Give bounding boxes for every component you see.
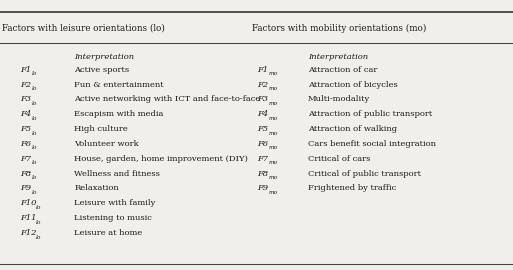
Text: Volunteer work: Volunteer work xyxy=(74,140,139,148)
Text: lo: lo xyxy=(36,235,41,239)
Text: Critical of cars: Critical of cars xyxy=(308,155,370,163)
Text: mo: mo xyxy=(269,101,278,106)
Text: mo: mo xyxy=(269,175,278,180)
Text: Cars benefit social integration: Cars benefit social integration xyxy=(308,140,436,148)
Text: lo: lo xyxy=(32,116,37,121)
Text: Multi-modality: Multi-modality xyxy=(308,95,370,103)
Text: lo: lo xyxy=(32,71,37,76)
Text: lo: lo xyxy=(32,146,37,150)
Text: Factors with leisure orientations (lo): Factors with leisure orientations (lo) xyxy=(2,24,165,33)
Text: Active sports: Active sports xyxy=(74,66,129,74)
Text: lo: lo xyxy=(32,86,37,91)
Text: mo: mo xyxy=(269,131,278,136)
Text: F6: F6 xyxy=(21,140,32,148)
Text: Active networking with ICT and face-to-face: Active networking with ICT and face-to-f… xyxy=(74,95,261,103)
Text: F11: F11 xyxy=(21,214,37,222)
Text: F5: F5 xyxy=(21,125,32,133)
Text: F7: F7 xyxy=(258,155,269,163)
Text: lo: lo xyxy=(36,220,41,225)
Text: Attraction of public transport: Attraction of public transport xyxy=(308,110,432,118)
Text: lo: lo xyxy=(32,160,37,165)
Text: lo: lo xyxy=(32,175,37,180)
Text: Frightened by traffic: Frightened by traffic xyxy=(308,184,396,193)
Text: lo: lo xyxy=(36,205,41,210)
Text: Interpretation: Interpretation xyxy=(308,53,368,61)
Text: F5: F5 xyxy=(258,125,269,133)
Text: Wellness and fitness: Wellness and fitness xyxy=(74,170,160,178)
Text: F1: F1 xyxy=(258,66,269,74)
Text: Relaxation: Relaxation xyxy=(74,184,119,193)
Text: F2: F2 xyxy=(21,80,32,89)
Text: F9: F9 xyxy=(258,184,269,193)
Text: F2: F2 xyxy=(258,80,269,89)
Text: Leisure at home: Leisure at home xyxy=(74,229,143,237)
Text: F4: F4 xyxy=(258,110,269,118)
Text: Escapism with media: Escapism with media xyxy=(74,110,164,118)
Text: House, garden, home improvement (DIY): House, garden, home improvement (DIY) xyxy=(74,155,248,163)
Text: mo: mo xyxy=(269,86,278,91)
Text: F7: F7 xyxy=(21,155,32,163)
Text: Attraction of bicycles: Attraction of bicycles xyxy=(308,80,398,89)
Text: mo: mo xyxy=(269,71,278,76)
Text: F1: F1 xyxy=(21,66,32,74)
Text: Critical of public transport: Critical of public transport xyxy=(308,170,421,178)
Text: Interpretation: Interpretation xyxy=(74,53,134,61)
Text: lo: lo xyxy=(32,190,37,195)
Text: F12: F12 xyxy=(21,229,37,237)
Text: lo: lo xyxy=(32,101,37,106)
Text: lo: lo xyxy=(32,131,37,136)
Text: High culture: High culture xyxy=(74,125,128,133)
Text: Attraction of walking: Attraction of walking xyxy=(308,125,397,133)
Text: Fun & entertainment: Fun & entertainment xyxy=(74,80,164,89)
Text: F3: F3 xyxy=(21,95,32,103)
Text: F6: F6 xyxy=(258,140,269,148)
Text: F10: F10 xyxy=(21,199,37,207)
Text: F3: F3 xyxy=(258,95,269,103)
Text: mo: mo xyxy=(269,160,278,165)
Text: Listening to music: Listening to music xyxy=(74,214,152,222)
Text: mo: mo xyxy=(269,146,278,150)
Text: Attraction of car: Attraction of car xyxy=(308,66,377,74)
Text: mo: mo xyxy=(269,190,278,195)
Text: F9: F9 xyxy=(21,184,32,193)
Text: F8: F8 xyxy=(21,170,32,178)
Text: mo: mo xyxy=(269,116,278,121)
Text: Leisure with family: Leisure with family xyxy=(74,199,156,207)
Text: Factors with mobility orientations (mo): Factors with mobility orientations (mo) xyxy=(252,24,427,33)
Text: F4: F4 xyxy=(21,110,32,118)
Text: F8: F8 xyxy=(258,170,269,178)
